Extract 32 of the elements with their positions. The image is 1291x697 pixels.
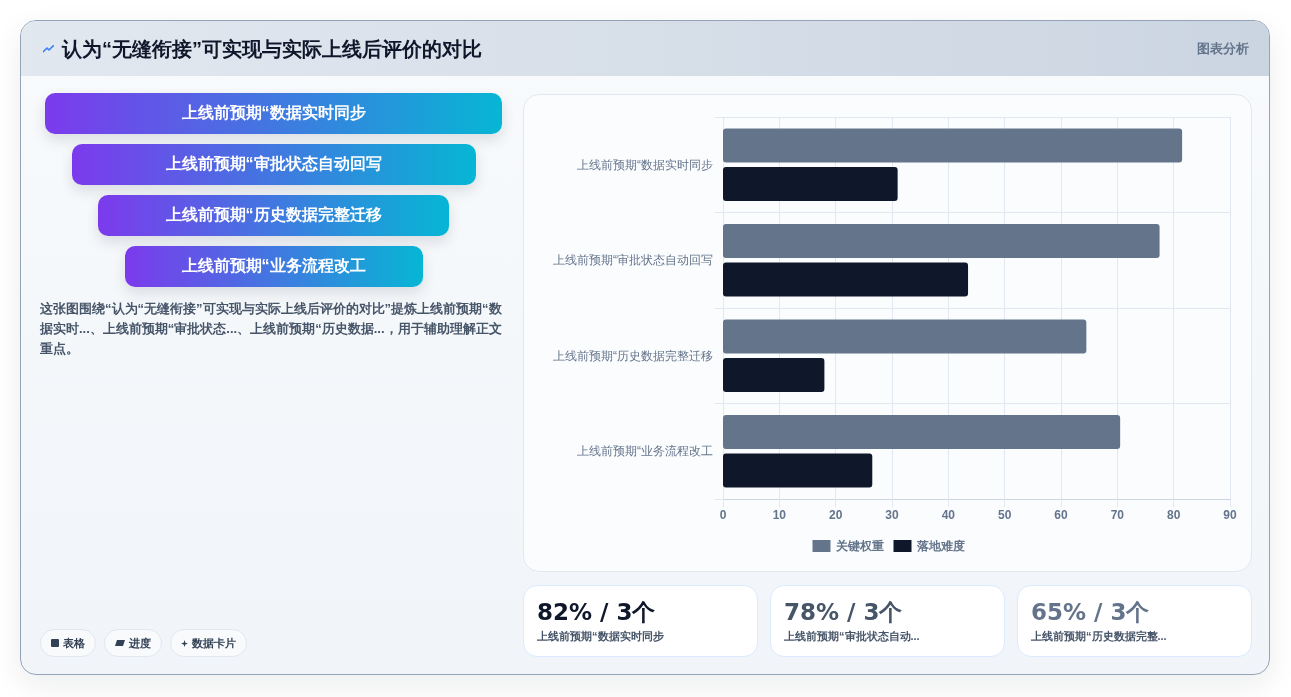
x-tick-label: 40 [941, 508, 956, 522]
text: 进度 [129, 635, 151, 651]
text: 图表分析 [1197, 40, 1249, 58]
category-label: 上线前预期“历史数据完整迁移 [165, 206, 382, 223]
text: 上线前预期“数据实时同步 [537, 629, 665, 644]
category-label: 上线前预期“审批状态自动回写 [165, 155, 382, 172]
text: 65% / 3个 [1031, 598, 1151, 626]
x-tick-label: 70 [1110, 508, 1125, 522]
x-tick-label: 0 [719, 508, 727, 522]
y-tick-label: 上线前预期“数据实时同步 [577, 157, 713, 172]
category-label: 上线前预期“数据实时同步 [181, 104, 366, 121]
text: 82% / 3个 [537, 598, 657, 626]
legend-label: 落地难度 [915, 539, 965, 553]
text: 78% / 3个 [784, 598, 904, 626]
text: 数据卡片 [192, 635, 236, 651]
text: 表格 [63, 635, 85, 651]
text: 上线前预期“历史数据完整... [1031, 629, 1168, 644]
y-tick-label: 上线前预期“历史数据完整迁移 [553, 348, 713, 363]
text: 认为“无缝衔接”可实现与实际上线后评价的对比 [62, 37, 482, 62]
x-tick-label: 20 [828, 508, 843, 522]
x-tick-label: 90 [1223, 508, 1237, 522]
category-label: 上线前预期“业务流程改工 [181, 257, 366, 274]
text: 上线前预期“审批状态自动... [784, 629, 921, 644]
legend-label: 关键权重 [834, 539, 884, 553]
x-tick-label: 60 [1054, 508, 1068, 522]
text: 这张图围绕“认为“无缝衔接”可实现与实际上线后评价的对比”提炼上线前预期“数据实时...、上线前预期“审批状态...、上线前预期“历史数据...，用于辅助理解正文重点。 [40, 300, 503, 358]
x-tick-label: 10 [772, 508, 787, 522]
x-tick-label: 30 [885, 508, 899, 522]
y-tick-label: 上线前预期“业务流程改工 [577, 444, 713, 459]
x-tick-label: 50 [997, 508, 1012, 522]
x-tick-label: 80 [1166, 508, 1181, 522]
y-tick-label: 上线前预期“审批状态自动回写 [553, 253, 713, 268]
